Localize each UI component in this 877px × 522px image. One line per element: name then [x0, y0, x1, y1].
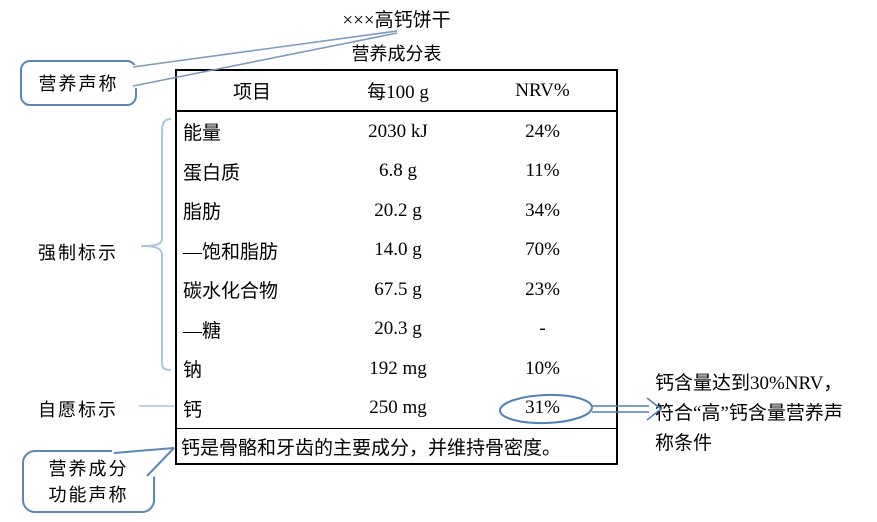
calcium-claim-note-line2: 符合“高”钙含量营养声 — [655, 403, 843, 424]
table-row-carbohydrate: 碳水化合物 67.5 g 23% — [177, 270, 616, 310]
col-header-per100g: 每100 g — [367, 82, 429, 103]
nutrition-claim-callout: 营养声称 — [20, 60, 137, 106]
col-header-item: 项目 — [232, 82, 271, 103]
function-claim-label-line1: 营养成分 — [48, 458, 129, 479]
calcium-claim-note: 钙含量达到30%NRV， 符合“高”钙含量营养声 称条件 — [655, 369, 875, 459]
nutrient-nrv: 31% — [525, 397, 560, 419]
product-title: ×××高钙饼干 — [342, 10, 451, 31]
nutrient-name: 钠 — [183, 360, 203, 382]
nutrient-name: —糖 — [183, 320, 222, 342]
nutrient-name: 蛋白质 — [183, 162, 241, 184]
nutrient-amount: 2030 kJ — [368, 120, 428, 142]
table-row-fat: 脂肪 20.2 g 34% — [177, 191, 616, 231]
nutrient-amount: 14.0 g — [374, 239, 422, 261]
nutrient-amount: 6.8 g — [379, 160, 417, 182]
nutrient-name: —饱和脂肪 — [183, 241, 279, 263]
nutrient-nrv: 34% — [525, 199, 560, 221]
nutrient-nrv: 70% — [525, 239, 560, 261]
table-row-saturated-fat: —饱和脂肪 14.0 g 70% — [177, 231, 616, 271]
nutrient-name: 脂肪 — [183, 202, 222, 224]
table-row-energy: 能量 2030 kJ 24% — [177, 112, 616, 152]
nutrient-amount: 20.2 g — [374, 199, 422, 221]
table-body: 能量 2030 kJ 24% 蛋白质 6.8 g 11% 脂肪 20.2 g 3… — [177, 112, 616, 428]
table-row-protein: 蛋白质 6.8 g 11% — [177, 152, 616, 192]
nutrient-nrv: 24% — [525, 120, 560, 142]
nutrient-nrv: - — [539, 318, 546, 340]
nutrient-name: 钙 — [183, 399, 203, 421]
table-row-calcium: 钙 250 mg 31% — [177, 389, 616, 429]
nutrient-name: 碳水化合物 — [183, 281, 279, 303]
nutrition-claim-label: 营养声称 — [38, 74, 119, 94]
nutrient-nrv: 11% — [525, 160, 560, 182]
table-row-sugar: —糖 20.3 g - — [177, 310, 616, 350]
voluntary-label: 自愿标示 — [38, 400, 118, 420]
nutrition-table-title: 营养成分表 — [351, 44, 442, 64]
table-row-sodium: 钠 192 mg 10% — [177, 349, 616, 389]
mandatory-brace-icon — [140, 118, 172, 371]
mandatory-label: 强制标示 — [38, 243, 118, 263]
nutrient-amount: 192 mg — [369, 357, 427, 379]
function-claim-text: 钙是骨骼和牙齿的主要成分，并维持骨密度。 — [181, 438, 562, 459]
nutrient-nrv: 10% — [525, 357, 560, 379]
table-header-row: 项目 每100 g NRV% — [177, 71, 616, 112]
nutrient-amount: 67.5 g — [374, 278, 422, 300]
nutrient-name: 能量 — [183, 123, 222, 145]
calcium-claim-note-line3: 称条件 — [655, 433, 713, 454]
nutrition-table: 项目 每100 g NRV% 能量 2030 kJ 24% 蛋白质 6.8 g … — [175, 69, 618, 465]
nutrient-amount: 250 mg — [369, 397, 427, 419]
function-claim-callout: 营养成分 功能声称 — [22, 450, 155, 513]
nutrient-amount: 20.3 g — [374, 318, 422, 340]
calcium-claim-note-line1: 钙含量达到30%NRV， — [655, 373, 843, 394]
function-claim-label-line2: 功能声称 — [48, 484, 129, 505]
col-header-nrv: NRV% — [515, 79, 570, 101]
function-claim-row: 钙是骨骼和牙齿的主要成分，并维持骨密度。 — [177, 428, 616, 464]
nutrient-nrv: 23% — [525, 278, 560, 300]
